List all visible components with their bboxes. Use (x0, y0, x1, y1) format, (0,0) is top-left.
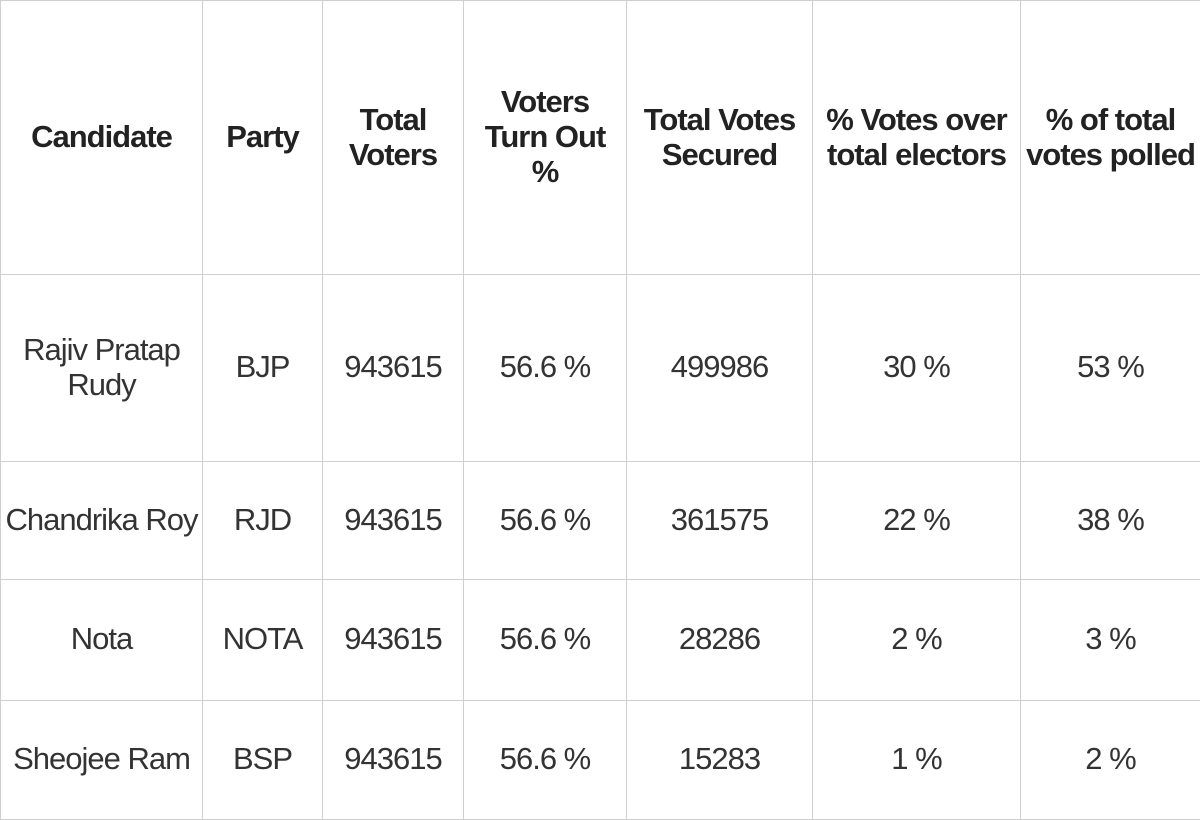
table-cell: 1 % (812, 699, 1021, 820)
header-cell: % Votes over total electors (812, 0, 1021, 275)
table-cell: 22 % (812, 460, 1021, 581)
header-cell: Total Voters (322, 0, 464, 275)
table-cell: 28286 (626, 579, 813, 701)
table-cell: 499986 (626, 274, 813, 462)
header-cell: Total Votes Secured (626, 0, 813, 275)
table-body: Rajiv Pratap Rudy BJP 943615 56.6 % 499986 30… (0, 274, 1200, 820)
table-cell: 56.6 % (463, 699, 627, 820)
header-cell: Voters Turn Out % (463, 0, 627, 275)
table-cell: Rajiv Pratap Rudy (0, 274, 203, 462)
table-cell: 2 % (812, 579, 1021, 701)
table-cell: 56.6 % (463, 274, 627, 462)
table-row: Chandrika Roy RJD 943615 56.6 % 361575 22 % 38… (0, 460, 1200, 581)
table-head: Candidate Party Total Voters Voters Turn Ou… (0, 0, 1200, 275)
table-cell: 2 % (1020, 699, 1200, 820)
table-cell: 943615 (322, 274, 464, 462)
table-cell: 361575 (626, 460, 813, 581)
table-cell: Sheojee Ram (0, 699, 203, 820)
table-row: Rajiv Pratap Rudy BJP 943615 56.6 % 499986 30… (0, 274, 1200, 462)
table-cell: 3 % (1020, 579, 1200, 701)
table-cell: 56.6 % (463, 460, 627, 581)
header-cell: Candidate (0, 0, 203, 275)
table-cell: 38 % (1020, 460, 1200, 581)
header-row: Candidate Party Total Voters Voters Turn Ou… (0, 0, 1200, 275)
table-cell: 943615 (322, 699, 464, 820)
table-cell: 30 % (812, 274, 1021, 462)
table-cell: 943615 (322, 460, 464, 581)
header-cell: Party (202, 0, 323, 275)
table-cell: BJP (202, 274, 323, 462)
table-cell: BSP (202, 699, 323, 820)
header-cell: % of total votes polled (1020, 0, 1200, 275)
table-cell: Chandrika Roy (0, 460, 203, 581)
table-cell: RJD (202, 460, 323, 581)
table-cell: 56.6 % (463, 579, 627, 701)
table-cell: Nota (0, 579, 203, 701)
table-cell: 15283 (626, 699, 813, 820)
table-cell: 53 % (1020, 274, 1200, 462)
table-cell: NOTA (202, 579, 323, 701)
table-row: Nota NOTA 943615 56.6 % 28286 2 % 3 % (0, 579, 1200, 701)
table-row: Sheojee Ram BSP 943615 56.6 % 15283 1 % 2 % (0, 699, 1200, 820)
table-cell: 943615 (322, 579, 464, 701)
